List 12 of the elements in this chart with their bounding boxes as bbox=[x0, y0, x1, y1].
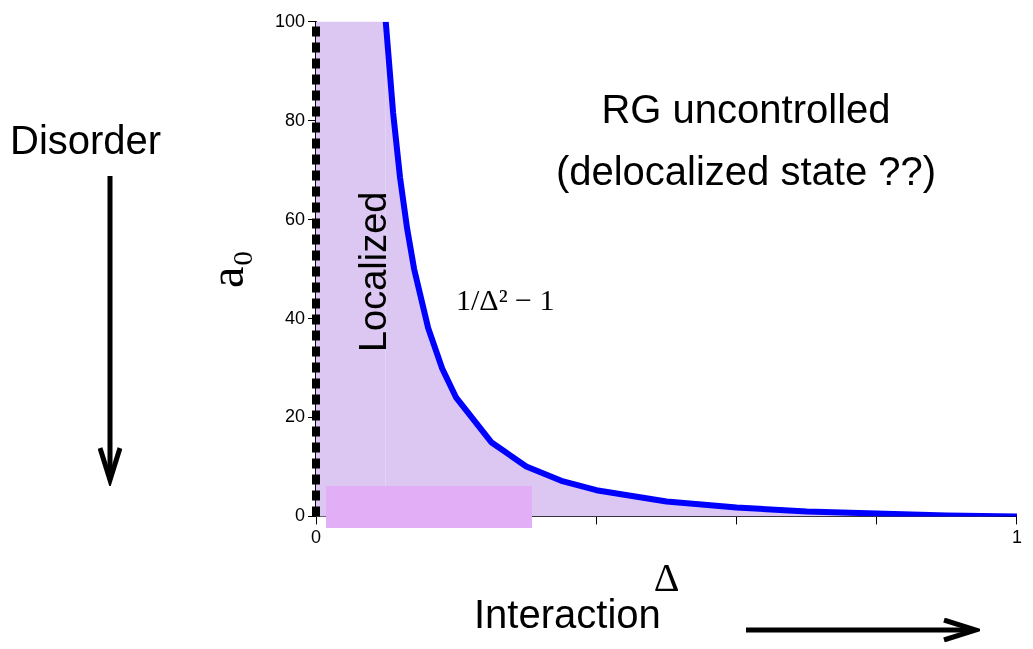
y-tick-label: 80 bbox=[284, 109, 305, 130]
text: Disorder bbox=[10, 118, 162, 163]
y-tick-label: 40 bbox=[284, 307, 305, 328]
y-tick-label: 100 bbox=[274, 10, 305, 31]
annotation: Localized bbox=[352, 191, 395, 353]
y-tick-label: 20 bbox=[284, 406, 305, 427]
annotation: 1/Δ² − 1 bbox=[456, 282, 555, 316]
y-tick-label: 0 bbox=[294, 505, 305, 526]
y-axis-title: a₀ bbox=[200, 250, 254, 289]
y-tick-label: 60 bbox=[284, 208, 305, 229]
x-tick-label: 1 bbox=[1011, 527, 1022, 548]
annotation: RG uncontrolled (delocalized state ??) bbox=[555, 86, 937, 193]
